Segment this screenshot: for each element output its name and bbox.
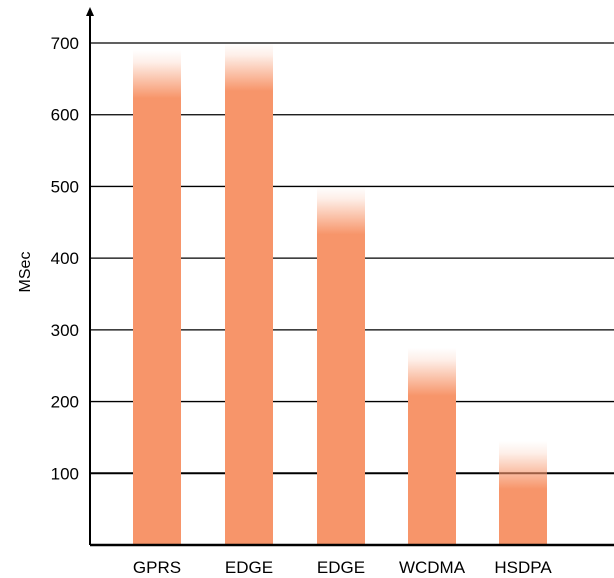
y-tick-label: 500 — [51, 177, 79, 196]
bar-gprs-0 — [133, 50, 181, 546]
y-tick-labels: 100 200 300 400 500 600 700 — [51, 34, 79, 483]
category-labels: GPRS EDGE EDGE WCDMA HSDPA — [133, 558, 552, 577]
y-tick-label: 600 — [51, 106, 79, 125]
category-label: HSDPA — [494, 558, 552, 577]
bar-wcdma-3 — [408, 347, 456, 545]
y-tick-label: 200 — [51, 393, 79, 412]
y-tick-label: 400 — [51, 249, 79, 268]
bar-edge-2 — [317, 186, 365, 545]
bar-edge-1 — [225, 43, 273, 545]
category-label: EDGE — [317, 558, 365, 577]
axes — [86, 7, 614, 547]
category-label: GPRS — [133, 558, 181, 577]
bar-hsdpa-4 — [499, 441, 547, 545]
y-axis-title: MSec — [17, 252, 34, 293]
y-tick-label: 100 — [51, 464, 79, 483]
bars — [133, 43, 547, 546]
category-label: WCDMA — [399, 558, 466, 577]
y-tick-label: 300 — [51, 321, 79, 340]
y-tick-label: 700 — [51, 34, 79, 53]
category-label: EDGE — [225, 558, 273, 577]
y-axis-arrowhead — [86, 7, 94, 16]
